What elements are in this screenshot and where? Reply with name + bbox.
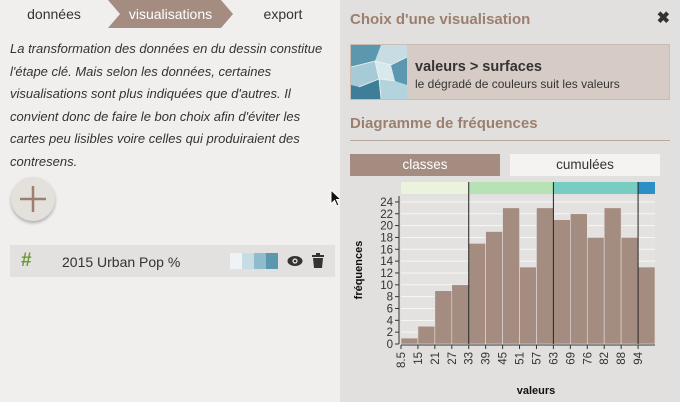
class-band-segment xyxy=(468,182,554,194)
class-band-segment xyxy=(401,182,469,194)
color-swatch xyxy=(230,253,242,269)
y-axis-title: fréquences xyxy=(353,241,365,300)
color-swatch xyxy=(266,253,278,269)
eye-icon[interactable] xyxy=(287,254,303,268)
tab-visualisations-label: visualisations xyxy=(128,6,213,22)
histogram-bar xyxy=(485,231,503,345)
intro-text: La transformation des données en du dess… xyxy=(10,41,323,169)
class-band-segment xyxy=(638,182,655,194)
x-tick-label: 33 xyxy=(464,352,476,365)
add-layer-button[interactable] xyxy=(11,177,55,221)
histogram-bar xyxy=(536,207,554,345)
x-tick-label: 82 xyxy=(599,352,611,365)
y-tick-label: 16 xyxy=(380,244,393,256)
histogram-bar xyxy=(553,219,571,345)
y-tick-label: 2 xyxy=(387,327,393,339)
tab-export[interactable]: export xyxy=(263,6,303,22)
y-tick-label: 20 xyxy=(380,221,393,233)
section-divider xyxy=(350,140,670,141)
histogram-bar xyxy=(519,266,537,345)
cumulees-toggle-button[interactable]: cumulées xyxy=(510,154,660,176)
x-tick-label: 69 xyxy=(565,352,577,365)
tab-bar: données visualisations export xyxy=(0,0,340,28)
left-panel: données visualisations export La transfo… xyxy=(0,0,340,277)
histogram-bar xyxy=(400,337,419,345)
class-band-segment xyxy=(553,182,639,194)
histogram-bar xyxy=(603,207,622,345)
visualisation-description: le dégradé de couleurs suit les valeurs xyxy=(415,77,620,91)
histogram-bar xyxy=(586,237,605,345)
histogram-bar xyxy=(417,325,436,345)
trash-icon[interactable] xyxy=(312,253,324,268)
y-tick-label: 12 xyxy=(380,268,393,280)
classes-toggle-button[interactable]: classes xyxy=(350,154,500,176)
x-tick-label: 94 xyxy=(633,351,645,364)
layer-row[interactable]: # 2015 Urban Pop % xyxy=(10,245,335,277)
close-icon[interactable]: ✖ xyxy=(656,10,670,27)
histogram-bar xyxy=(620,237,639,345)
x-tick-label: 8.5 xyxy=(396,352,408,368)
y-tick-label: 18 xyxy=(380,232,393,244)
y-tick-label: 4 xyxy=(387,315,394,327)
y-tick-label: 8 xyxy=(387,292,393,304)
x-tick-label: 51 xyxy=(515,352,527,365)
x-tick-label: 21 xyxy=(430,352,442,365)
visualisation-name: valeurs > surfaces xyxy=(415,59,542,75)
frequency-diagram-title: Diagramme de fréquences xyxy=(350,115,538,132)
numeric-hash-icon: # xyxy=(21,250,32,271)
histogram-bar xyxy=(468,243,486,345)
histogram-bar xyxy=(637,266,656,345)
visualisation-option[interactable]: valeurs > surfaces le dégradé de couleur… xyxy=(350,44,670,100)
color-swatch xyxy=(254,253,266,269)
tab-visualisations[interactable]: visualisations xyxy=(108,0,233,28)
histogram-bar xyxy=(451,284,470,345)
y-tick-label: 22 xyxy=(380,209,393,221)
x-tick-label: 88 xyxy=(616,352,628,365)
x-tick-label: 39 xyxy=(481,352,493,365)
histogram-bar xyxy=(502,207,520,345)
x-tick-label: 45 xyxy=(498,352,510,365)
x-tick-label: 27 xyxy=(447,352,459,365)
histogram-bar xyxy=(570,213,588,345)
map-thumbnail-icon xyxy=(351,45,407,99)
layer-name: 2015 Urban Pop % xyxy=(62,254,181,270)
y-tick-label: 10 xyxy=(380,280,393,292)
y-tick-label: 24 xyxy=(380,197,393,209)
panel-title: Choix d'une visualisation xyxy=(350,11,531,28)
x-tick-label: 15 xyxy=(413,352,425,365)
y-tick-label: 0 xyxy=(387,339,393,351)
visualisation-panel: Choix d'une visualisation ✖ valeurs > su… xyxy=(340,0,680,402)
x-tick-label: 57 xyxy=(531,352,543,365)
y-tick-label: 6 xyxy=(387,303,393,315)
color-swatch xyxy=(242,253,254,269)
x-axis-title: valeurs xyxy=(517,385,556,397)
active-tab-shape xyxy=(108,0,233,28)
plus-icon xyxy=(20,186,46,212)
x-tick-label: 76 xyxy=(582,352,594,365)
y-tick-label: 14 xyxy=(380,256,393,268)
color-scale-preview xyxy=(230,253,278,269)
histogram-bar xyxy=(434,290,453,345)
tab-donnees[interactable]: données xyxy=(27,6,81,22)
x-tick-label: 63 xyxy=(548,352,560,365)
